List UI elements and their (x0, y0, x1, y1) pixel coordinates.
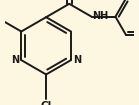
Text: NH: NH (92, 11, 108, 21)
Text: Cl: Cl (40, 101, 52, 105)
Text: N: N (73, 55, 81, 65)
Text: N: N (11, 55, 19, 65)
